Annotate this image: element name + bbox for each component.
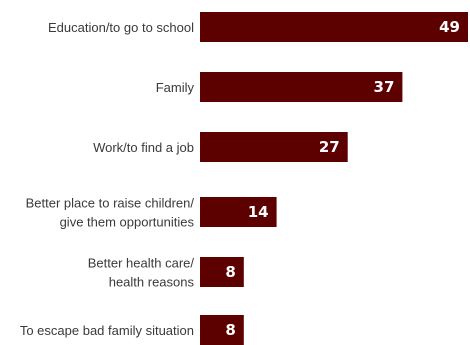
category-label-2: Work/to find a job: [93, 140, 194, 155]
bar-3: [200, 197, 277, 227]
category-label-5: To escape bad family situation: [20, 323, 194, 338]
category-label-line: Work/to find a job: [93, 140, 194, 155]
category-label-line: give them opportunities: [60, 215, 195, 230]
bar-value-label-5: 8: [225, 321, 235, 339]
bar-4: [200, 257, 244, 287]
bar-0: [200, 12, 468, 42]
bar-value-label-1: 37: [374, 78, 395, 96]
category-label-line: To escape bad family situation: [20, 323, 194, 338]
bar-value-label-0: 49: [439, 18, 460, 36]
bar-value-label-4: 8: [225, 263, 235, 281]
bar-value-label-2: 27: [319, 138, 340, 156]
bars-layer: 49 Education/to go to school 37 Family 27 Wor…: [20, 12, 468, 345]
bar-value-label-3: 14: [248, 203, 269, 221]
category-label-4: Better health care/health reasons: [88, 256, 195, 290]
category-label-line: Better place to raise children/: [26, 196, 195, 211]
bar-5: [200, 315, 244, 345]
category-label-3: Better place to raise children/give them…: [26, 196, 195, 230]
category-label-line: Better health care/: [88, 256, 195, 271]
category-label-0: Education/to go to school: [48, 20, 194, 35]
category-label-line: Family: [156, 80, 195, 95]
category-label-line: health reasons: [109, 275, 195, 290]
bar-1: [200, 72, 403, 102]
category-label-1: Family: [156, 80, 195, 95]
bar-2: [200, 132, 348, 162]
category-label-line: Education/to go to school: [48, 20, 194, 35]
